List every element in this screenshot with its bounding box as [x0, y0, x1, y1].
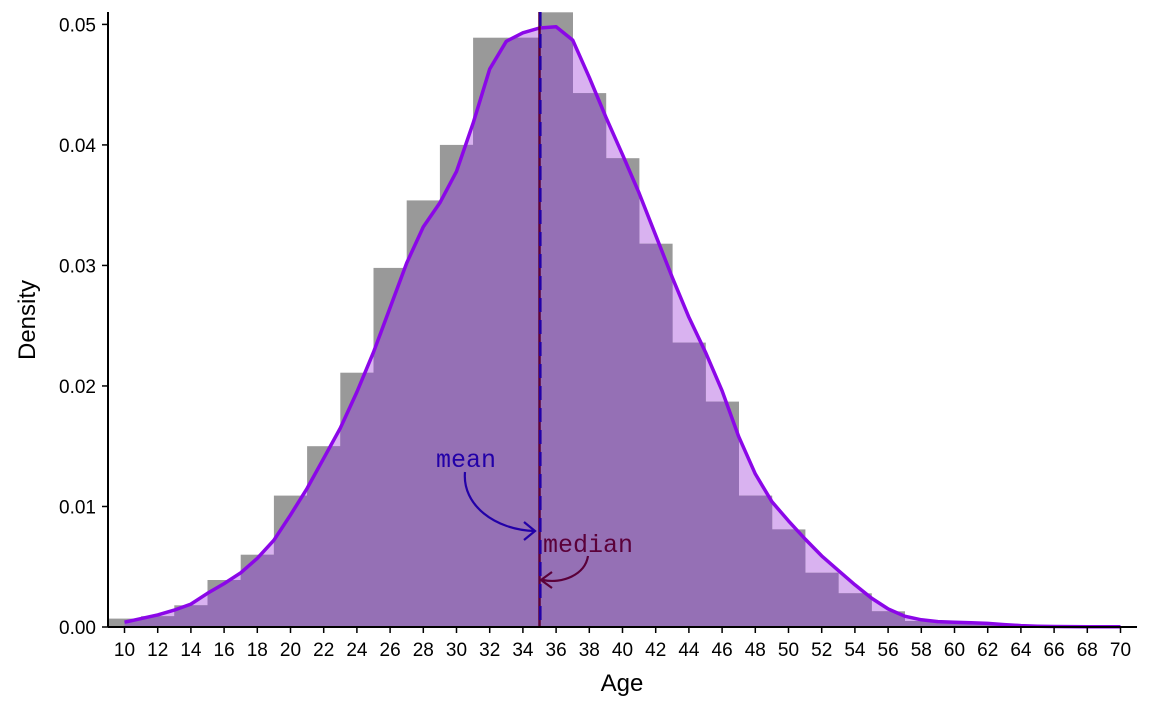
x-tick-label: 42 [645, 640, 666, 661]
x-tick-label: 62 [977, 640, 998, 661]
x-tick-label: 18 [247, 640, 268, 661]
y-tick-label: 0.04 [59, 136, 96, 157]
x-tick-label: 26 [380, 640, 401, 661]
x-tick-label: 58 [911, 640, 932, 661]
y-tick-label: 0.01 [59, 497, 96, 518]
y-tick-label: 0.02 [59, 377, 96, 398]
mean-median-lines-layer [538, 12, 542, 627]
x-tick-label: 68 [1077, 640, 1098, 661]
x-tick-label: 20 [280, 640, 301, 661]
x-tick-label: 16 [214, 640, 235, 661]
y-tick-label: 0.05 [59, 15, 96, 36]
x-tick-label: 52 [811, 640, 832, 661]
median-annotation-label: median [543, 531, 633, 560]
annotations-layer: mean median [436, 446, 633, 589]
mean-annotation-label: mean [436, 446, 496, 475]
x-tick-label: 48 [745, 640, 766, 661]
x-tick-label: 50 [778, 640, 799, 661]
x-tick-label: 38 [579, 640, 600, 661]
x-tick-label: 24 [346, 640, 368, 661]
x-tick-label: 60 [944, 640, 965, 661]
median-arrow-head [539, 571, 553, 589]
x-tick-label: 66 [1044, 640, 1065, 661]
density-curve-layer [124, 25, 1121, 629]
y-tick-label: 0.03 [59, 256, 96, 277]
x-tick-label: 40 [612, 640, 633, 661]
x-tick-label: 56 [878, 640, 899, 661]
x-tick-label: 34 [512, 640, 534, 661]
x-tick-label: 32 [479, 640, 500, 661]
x-tick-label: 22 [313, 640, 334, 661]
histogram-density-overlap-layer [124, 26, 1121, 628]
x-tick-label: 36 [546, 640, 567, 661]
x-tick-label: 46 [712, 640, 733, 661]
x-tick-label: 10 [114, 640, 135, 661]
x-tick-label: 54 [844, 640, 866, 661]
x-tick-label: 12 [147, 640, 168, 661]
x-tick-label: 44 [678, 640, 700, 661]
x-tick-label: 14 [180, 640, 202, 661]
mean-arrow-curve [463, 471, 536, 533]
x-tick-label: 28 [413, 640, 434, 661]
y-tick-label: 0.00 [59, 618, 96, 639]
x-tick-label: 70 [1110, 640, 1131, 661]
x-tick-label: 64 [1010, 640, 1032, 661]
overlap-area-fill [124, 26, 1121, 628]
x-axis-title: Age [601, 670, 644, 697]
density-curve-line [124, 25, 1121, 629]
axes-layer: 10 12 14 16 18 20 22 24 26 28 30 32 34 36 38 40 42 44 46 48… [59, 12, 1137, 661]
mean-arrow-head [523, 521, 537, 541]
y-axis-title: Density [14, 280, 41, 360]
x-tick-label: 30 [446, 640, 467, 661]
median-arrow-curve [542, 555, 590, 582]
